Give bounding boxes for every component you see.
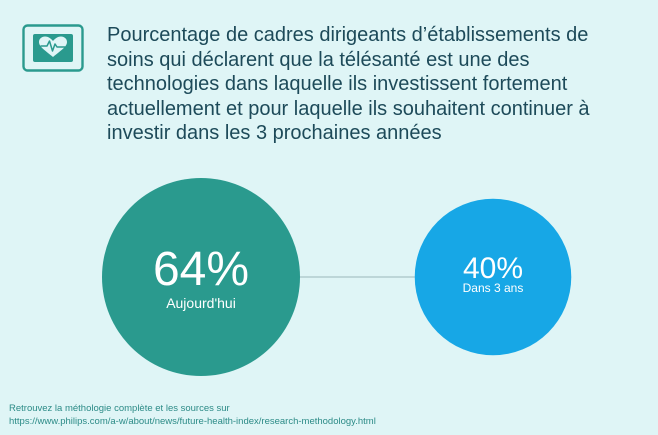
bubble-3-years xyxy=(414,198,572,356)
bubble-3-years-value: 40% xyxy=(463,252,523,285)
bubble-today-value: 64% xyxy=(153,243,249,296)
footnote-url[interactable]: https://www.philips.com/a-w/about/news/f… xyxy=(9,415,376,427)
chart-title: Pourcentage de cadres dirigeants d’établ… xyxy=(107,24,590,144)
bubble-today xyxy=(102,178,300,376)
bubble-today-label: Aujourd'hui xyxy=(166,295,236,311)
footnote: Retrouvez la méthologie complète et les … xyxy=(9,403,649,428)
bubble-3-years-label: Dans 3 ans xyxy=(463,281,524,295)
footnote-text: Retrouvez la méthologie complète et les … xyxy=(9,403,230,414)
heart-monitor-icon xyxy=(22,24,84,72)
